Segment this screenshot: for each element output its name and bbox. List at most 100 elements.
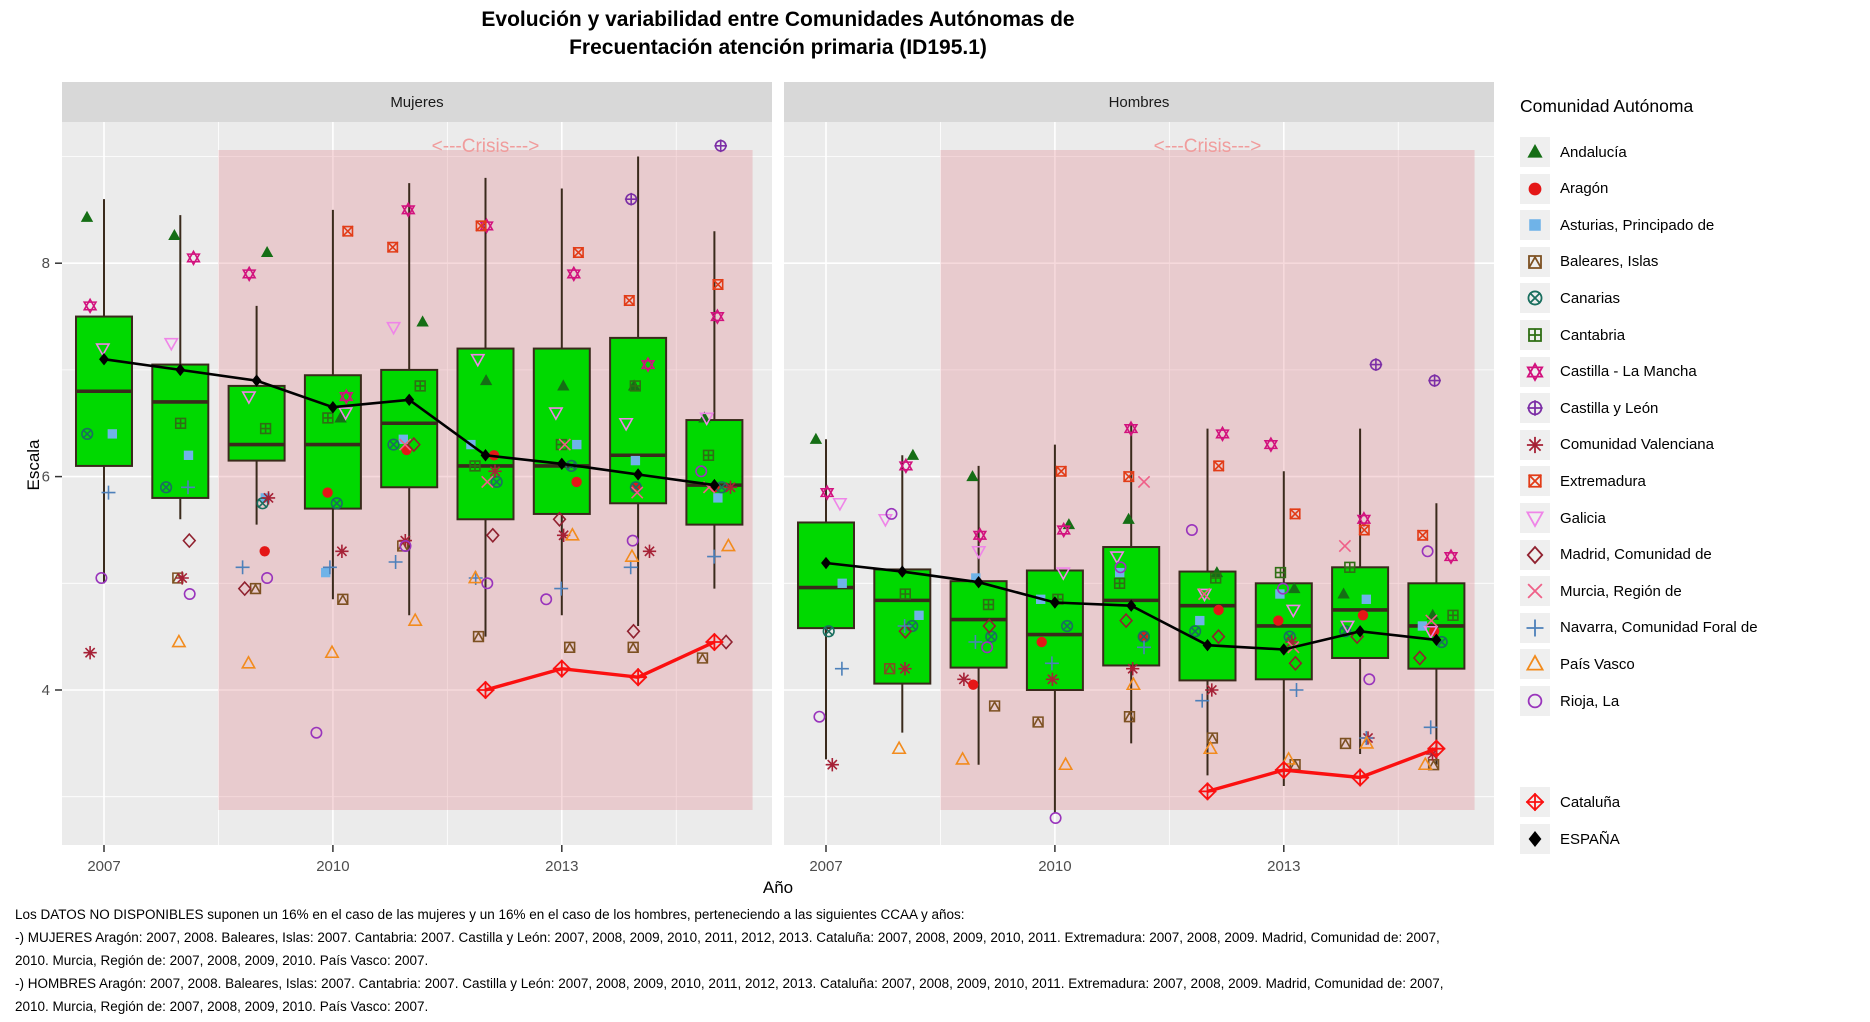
legend-key-castilla_la_mancha bbox=[1520, 356, 1550, 387]
legend-entry-baleares: Baleares, Islas bbox=[1520, 246, 1658, 278]
boxplot-2009 bbox=[949, 465, 1008, 765]
espana-line bbox=[821, 556, 1442, 656]
legend-entry-cataluna: Cataluña bbox=[1520, 786, 1620, 818]
footnote-line-3: 2010. Murcia, Región de: 2007, 2008, 200… bbox=[15, 953, 429, 968]
points-extremadura bbox=[1055, 460, 1429, 542]
pais_vasco-marker-icon bbox=[1525, 654, 1545, 671]
legend-entry-murcia: Murcia, Región de bbox=[1520, 575, 1682, 607]
extremadura-marker-icon bbox=[1527, 474, 1543, 489]
points-baleares bbox=[884, 663, 1440, 771]
legend-key-galicia bbox=[1520, 503, 1550, 533]
cataluna-marker-icon bbox=[1525, 792, 1545, 812]
points-pais_vasco bbox=[891, 676, 1433, 771]
footnote-line-5: 2010. Murcia, Región de: 2007, 2008, 200… bbox=[15, 999, 429, 1014]
boxplot-2008 bbox=[151, 215, 210, 520]
legend-label-baleares: Baleares, Islas bbox=[1560, 253, 1659, 271]
footnote: Los DATOS NO DISPONIBLES suponen un 16% … bbox=[15, 903, 1615, 1018]
legend-key-castilla_y_leon bbox=[1520, 393, 1550, 424]
legend-label-murcia: Murcia, Región de bbox=[1560, 582, 1682, 600]
rioja-marker-icon bbox=[1527, 693, 1543, 709]
legend-entry-pais_vasco: País Vasco bbox=[1520, 648, 1635, 680]
legend-label-madrid: Madrid, Comunidad de bbox=[1560, 546, 1712, 564]
legend-entry-canarias: Canarias bbox=[1520, 282, 1620, 314]
points-castilla_la_mancha bbox=[82, 201, 725, 405]
legend-entry-extremadura: Extremadura bbox=[1520, 465, 1646, 497]
legend-key-canarias bbox=[1520, 283, 1550, 314]
legend-key-valenciana bbox=[1520, 429, 1550, 460]
legend-label-cantabria: Cantabria bbox=[1560, 326, 1626, 344]
x-axis-title: Año bbox=[762, 878, 794, 897]
boxplot-2010 bbox=[1025, 444, 1084, 813]
legend-entry-navarra: Navarra, Comunidad Foral de bbox=[1520, 612, 1758, 644]
legend-label-castilla_y_leon: Castilla y León bbox=[1560, 399, 1659, 417]
legend-key-andalucia bbox=[1520, 137, 1550, 167]
cantabria-marker-icon bbox=[1528, 328, 1542, 342]
points-cantabria bbox=[899, 561, 1459, 621]
legend-key-extremadura bbox=[1520, 466, 1550, 497]
legend-key-madrid bbox=[1520, 539, 1550, 570]
legend-key-cataluna bbox=[1520, 787, 1550, 817]
boxplot-2007 bbox=[797, 439, 855, 760]
castilla_la_mancha-marker-icon bbox=[1526, 361, 1544, 382]
facet-label-mujeres: Mujeres bbox=[390, 93, 444, 111]
legend-entry-madrid: Madrid, Comunidad de bbox=[1520, 539, 1712, 571]
points-castilla_la_mancha bbox=[819, 420, 1459, 565]
legend-label-canarias: Canarias bbox=[1560, 289, 1621, 307]
legend-key-navarra bbox=[1520, 612, 1550, 643]
legend-label-pais_vasco: País Vasco bbox=[1560, 655, 1635, 673]
legend-label-extremadura: Extremadura bbox=[1560, 472, 1646, 490]
footnote-line-2: -) MUJERES Aragón: 2007, 2008. Baleares,… bbox=[15, 930, 1440, 945]
chart-title: Evolución y variabilidad entre Comunidad… bbox=[0, 6, 1556, 62]
legend-label-aragon: Aragón bbox=[1560, 180, 1609, 198]
svg-text:2010: 2010 bbox=[1038, 858, 1071, 875]
svg-text:2010: 2010 bbox=[316, 858, 349, 875]
svg-text:6: 6 bbox=[42, 469, 50, 486]
legend-entry-valenciana: Comunidad Valenciana bbox=[1520, 429, 1714, 461]
legend-key-cantabria bbox=[1520, 320, 1550, 350]
legend-entry-rioja: Rioja, La bbox=[1520, 685, 1619, 717]
legend-label-cataluna: Cataluña bbox=[1560, 793, 1621, 811]
espana-line bbox=[99, 353, 720, 492]
castilla_y_leon-marker-icon bbox=[1527, 400, 1543, 416]
legend-label-rioja: Rioja, La bbox=[1560, 692, 1620, 710]
legend-label-espana: ESPAÑA bbox=[1560, 830, 1620, 848]
boxplot-2014 bbox=[609, 156, 668, 626]
legend-label-valenciana: Comunidad Valenciana bbox=[1560, 436, 1714, 454]
points-galicia bbox=[832, 497, 1439, 640]
points-rioja bbox=[95, 465, 708, 739]
points-canarias bbox=[822, 619, 1448, 649]
navarra-marker-icon bbox=[1526, 619, 1544, 637]
facet-strip-mujeres: Mujeres bbox=[62, 82, 772, 122]
legend-key-rioja bbox=[1520, 686, 1550, 716]
points-castilla_y_leon bbox=[1369, 358, 1441, 387]
points-andalucia bbox=[80, 210, 711, 423]
y-axis-title: Escala bbox=[24, 439, 43, 491]
legend-key-espana bbox=[1520, 824, 1550, 854]
points-navarra bbox=[101, 480, 722, 596]
baleares-marker-icon bbox=[1528, 254, 1542, 269]
points-rioja bbox=[813, 507, 1434, 824]
boxplots-mujeres bbox=[75, 156, 744, 637]
svg-text:8: 8 bbox=[42, 255, 50, 272]
boxplot-2011 bbox=[380, 183, 439, 616]
legend-key-asturias bbox=[1520, 210, 1550, 241]
legend-entry-asturias: Asturias, Principado de bbox=[1520, 209, 1714, 241]
footnote-line-1: Los DATOS NO DISPONIBLES suponen un 16% … bbox=[15, 907, 965, 922]
legend-entry-castilla_y_leon: Castilla y León bbox=[1520, 392, 1658, 424]
chart-title-line1: Evolución y variabilidad entre Comunidad… bbox=[481, 8, 1075, 31]
legend-entry-andalucia: Andalucía bbox=[1520, 136, 1627, 168]
asturias-marker-icon bbox=[1529, 219, 1541, 231]
legend-key-baleares bbox=[1520, 246, 1550, 277]
legend-entry-cantabria: Cantabria bbox=[1520, 319, 1625, 351]
cataluna-line bbox=[476, 632, 724, 700]
legend-entry-aragon: Aragón bbox=[1520, 173, 1608, 205]
crisis-label: <---Crisis---> bbox=[1154, 136, 1262, 157]
legend-label-castilla_la_mancha: Castilla - La Mancha bbox=[1560, 363, 1697, 381]
crisis-label: <---Crisis---> bbox=[432, 136, 540, 157]
legend-entry-castilla_la_mancha: Castilla - La Mancha bbox=[1520, 356, 1697, 388]
aragon-marker-icon bbox=[1528, 182, 1542, 195]
points-castilla_y_leon bbox=[624, 139, 728, 206]
legend: Comunidad Autónoma Andalucía Aragón Asturi… bbox=[1516, 88, 1866, 878]
